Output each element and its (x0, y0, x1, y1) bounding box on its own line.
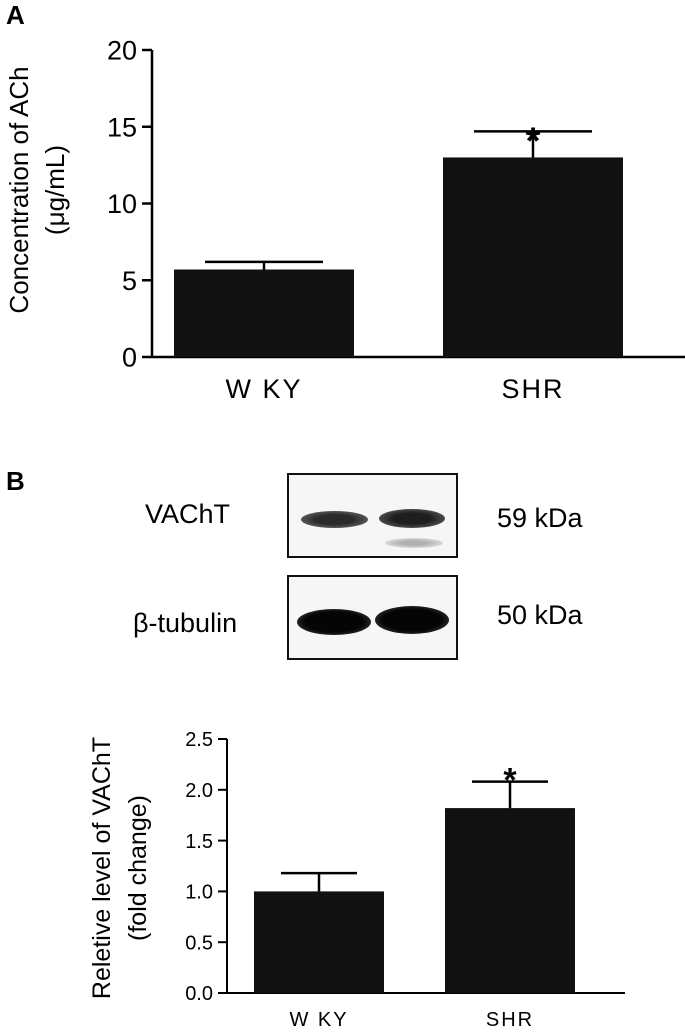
significance-star: * (503, 762, 517, 800)
x-category-label: W KY (225, 374, 302, 404)
y-tick-label: 20 (107, 36, 137, 66)
y-tick-label: 1.5 (185, 831, 213, 853)
blot-size-vacht: 59 kDa (497, 503, 583, 533)
blot-image-vacht (287, 473, 458, 558)
y-axis-label: Concentration of ACh (4, 66, 34, 313)
y-axis-label: (μg/mL) (40, 145, 70, 235)
blot-band-shr-vacht (379, 509, 445, 528)
x-category-label: SHR (486, 1009, 534, 1031)
blot-size-tubulin: 50 kDa (497, 600, 583, 630)
blot-band-shr-tubulin (375, 606, 449, 634)
x-category-label: W KY (289, 1009, 348, 1031)
y-tick-label: 0.5 (185, 932, 213, 954)
bar-wky (254, 891, 384, 993)
panel-letter-a: A (6, 0, 25, 30)
bar-wky (174, 269, 354, 357)
blot-band-wky-vacht (301, 511, 368, 528)
y-tick-label: 2.0 (185, 780, 213, 802)
blot-band-wky-tubulin (297, 609, 371, 635)
y-axis-label: (fold change) (124, 795, 152, 941)
y-tick-label: 0.0 (185, 983, 213, 1005)
blot-band-shr-faint (385, 538, 443, 548)
y-tick-label: 15 (107, 112, 137, 142)
y-tick-label: 0 (122, 343, 137, 373)
blot-image-tubulin (287, 575, 458, 660)
bar-shr (443, 157, 623, 357)
blot-label-tubulin: β-tubulin (133, 608, 238, 638)
y-tick-label: 1.0 (185, 882, 213, 904)
y-tick-label: 5 (122, 266, 137, 296)
blot-label-vacht: VAChT (145, 499, 231, 529)
y-tick-label: 10 (107, 189, 137, 219)
panel-letter-b: B (6, 466, 25, 496)
significance-star: * (526, 120, 541, 162)
bar-shr (445, 808, 575, 993)
y-tick-label: 2.5 (185, 729, 213, 751)
x-category-label: SHR (501, 374, 564, 404)
y-axis-label: Reletive level of VAChT (88, 737, 116, 999)
